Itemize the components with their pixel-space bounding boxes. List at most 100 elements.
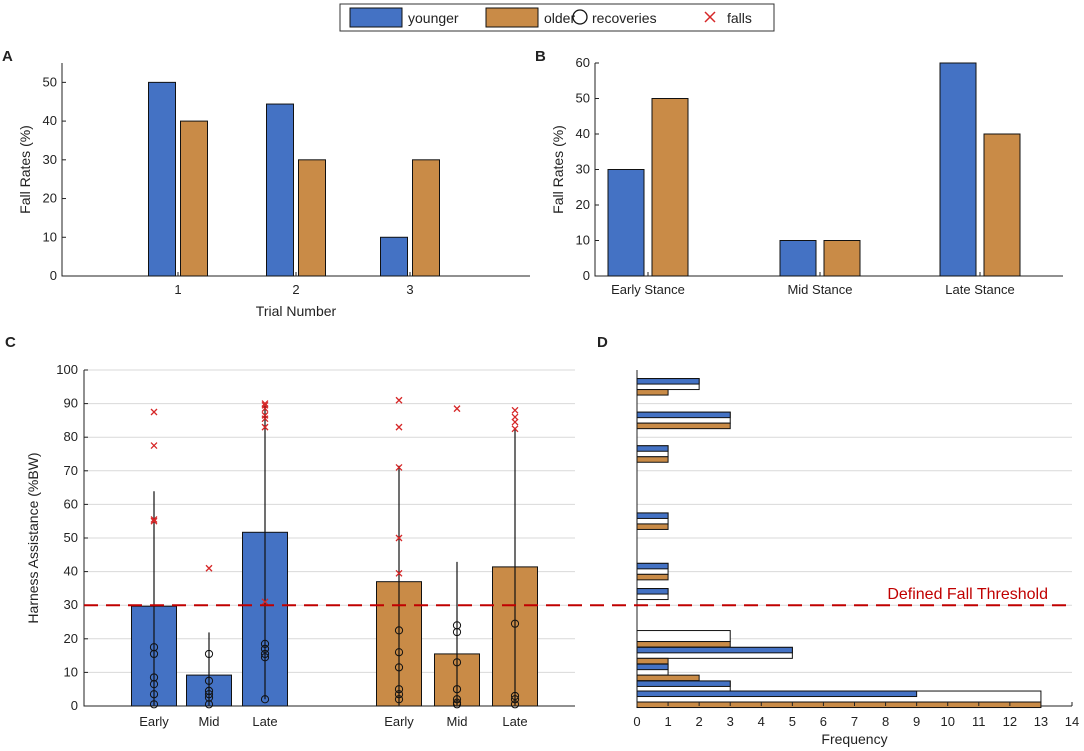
hist-bar-younger	[636, 411, 731, 419]
hist-bar-older	[636, 641, 731, 648]
x-tick-label: 3	[727, 714, 734, 729]
fall-point	[395, 463, 403, 471]
y-tick-label: 90	[64, 396, 78, 411]
y-tick-label: 50	[43, 74, 57, 89]
fall-point	[511, 418, 519, 426]
bar-older-early-stance	[651, 98, 689, 277]
recovery-point	[452, 621, 462, 630]
recovery-point	[452, 698, 462, 707]
bar-younger-late-stance	[939, 62, 977, 277]
y-tick-label: 0	[71, 698, 78, 713]
x-axis-label: Frequency	[821, 731, 887, 747]
legend-older-swatch	[485, 7, 539, 28]
x-tick-label: 2	[696, 714, 703, 729]
y-axis-label: Fall Rates (%)	[17, 125, 33, 214]
fall-point	[395, 423, 403, 431]
y-tick-label: 60	[576, 55, 590, 70]
x-tick-label: 9	[913, 714, 920, 729]
recovery-point	[260, 639, 270, 648]
hist-bar-older	[636, 657, 669, 665]
hist-bar-younger	[636, 562, 669, 570]
bar-younger-mid-stance	[779, 240, 817, 277]
x-tick-label: 14	[1065, 714, 1079, 729]
recovery-point	[149, 700, 159, 709]
bar-younger-1	[148, 81, 176, 277]
legend-box	[339, 3, 775, 32]
recovery-point	[394, 648, 404, 657]
hist-bar-younger	[636, 588, 669, 595]
x-tick-label: 0	[633, 714, 640, 729]
recovery-point	[204, 690, 214, 699]
recovery-point	[452, 658, 462, 667]
fall-point	[261, 411, 269, 419]
legend-recoveries-marker	[572, 9, 588, 25]
y-axis-label: Fall Rates (%)	[550, 125, 566, 214]
fall-point	[511, 413, 519, 421]
hist-bar-older	[636, 674, 700, 682]
recovery-point	[204, 649, 214, 659]
recovery-point	[394, 685, 404, 694]
hist-bar-older	[636, 422, 731, 430]
recovery-point	[204, 676, 214, 685]
recovery-point	[394, 663, 404, 672]
x-tick-label: 1	[664, 714, 671, 729]
y-tick-label: 0	[583, 268, 590, 283]
legend-recoveries-label: recoveries	[592, 10, 657, 26]
panel-label-C: C	[5, 334, 16, 351]
y-tick-label: 100	[56, 362, 78, 377]
bar-younger-3	[380, 236, 408, 277]
x-tick-label: 6	[820, 714, 827, 729]
legend-older-label: older	[544, 10, 575, 26]
recovery-point	[260, 644, 270, 653]
hist-bar-older	[636, 456, 669, 463]
x-tick-label: Late	[502, 714, 527, 729]
x-tick-label: 13	[1034, 714, 1048, 729]
hist-bar-older	[636, 523, 669, 530]
hist-bar-older	[636, 389, 669, 396]
fall-point	[395, 569, 403, 577]
bar-younger-early-stance	[607, 169, 645, 277]
fall-point	[261, 423, 269, 431]
x-tick-label: 3	[406, 282, 413, 297]
x-tick-label: 2	[292, 282, 299, 297]
y-tick-label: 30	[64, 597, 78, 612]
y-tick-label: 30	[576, 162, 590, 177]
x-tick-label: Mid	[447, 714, 468, 729]
bar-younger-2	[266, 103, 294, 277]
x-axis-label: Trial Number	[256, 303, 337, 319]
panel-label-A: A	[2, 48, 13, 65]
x-tick-label: Early	[139, 714, 169, 729]
y-tick-label: 80	[64, 429, 78, 444]
hist-bar-younger	[636, 663, 669, 671]
y-tick-label: 50	[576, 91, 590, 106]
x-tick-label: Mid	[199, 714, 220, 729]
fall-point	[261, 598, 269, 606]
hist-bar-younger	[636, 512, 669, 519]
recovery-point	[149, 690, 159, 699]
y-tick-label: 10	[43, 229, 57, 244]
y-tick-label: 10	[64, 664, 78, 679]
recovery-point	[149, 673, 159, 682]
x-tick-label: 10	[940, 714, 954, 729]
recovery-point	[510, 619, 520, 628]
fall-point	[511, 406, 519, 414]
bar-older-1	[180, 120, 208, 277]
hist-bar-younger	[636, 680, 731, 687]
axis-A	[61, 63, 530, 277]
fall-point	[395, 534, 403, 542]
y-tick-label: 10	[576, 233, 590, 248]
legend-falls-marker	[704, 11, 716, 23]
recovery-point	[260, 695, 270, 704]
hist-bar-younger	[636, 646, 793, 654]
fall-point	[150, 517, 158, 525]
x-tick-label: Mid Stance	[787, 282, 852, 297]
recovery-point	[204, 686, 214, 695]
bar-older-3	[412, 159, 440, 277]
fall-point	[261, 401, 269, 409]
fall-point	[150, 408, 158, 416]
y-tick-label: 70	[64, 463, 78, 478]
hist-bar-younger	[636, 378, 700, 385]
recovery-point	[452, 695, 462, 704]
x-tick-label: Late	[252, 714, 277, 729]
